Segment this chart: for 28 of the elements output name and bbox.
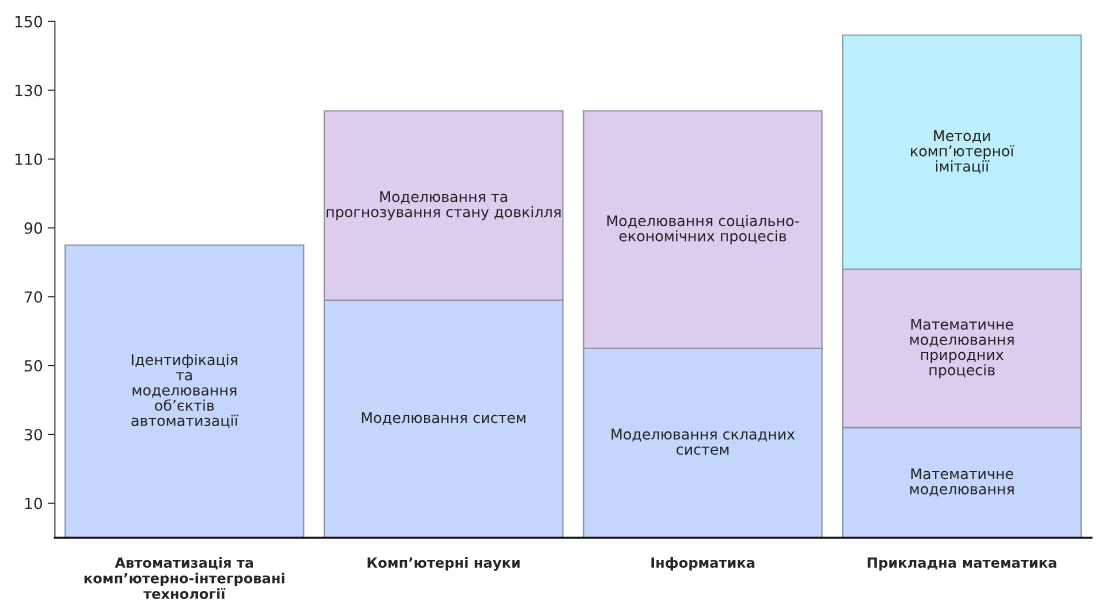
data-label: Ідентифікація та моделювання об’єктів автоматизації (131, 353, 239, 428)
data-label: Моделювання складних систем (611, 428, 795, 455)
data-label: Моделювання систем (361, 412, 526, 425)
bar (842, 268, 1082, 429)
bar (64, 244, 305, 538)
bar (842, 426, 1082, 538)
data-label: Моделювання соціально- економічних процесів (607, 214, 799, 245)
x-tick-label: Комп’ютерні науки (367, 557, 520, 571)
y-tick-label: 150 (15, 15, 43, 28)
bar (323, 110, 564, 301)
y-tick-label: 50 (24, 360, 43, 372)
bar (582, 110, 823, 350)
x-tick-label: Автоматизація та комп’ютерно-інтегровані технології (84, 557, 285, 599)
x-tick-label: Інформатика (651, 557, 755, 571)
y-tick-label: 130 (15, 84, 43, 97)
bar (582, 347, 823, 538)
y-tick-label: 70 (24, 291, 43, 303)
data-label: Моделювання та прогнозування стану довкілля (326, 191, 561, 221)
y-tick-label: 110 (15, 153, 43, 166)
y-tick-label: 30 (24, 428, 43, 441)
bar (323, 299, 564, 538)
y-tick-label: 10 (25, 497, 43, 510)
y-tick-label: 90 (24, 222, 43, 234)
bar (842, 34, 1082, 270)
x-tick-label: Прикладна математика (867, 557, 1057, 571)
data-label: Математичне моделювання природних процесів (910, 318, 1014, 379)
data-label: Математичне моделювання (910, 468, 1014, 497)
data-label: Методи комп’ютерної імітації (911, 130, 1015, 174)
